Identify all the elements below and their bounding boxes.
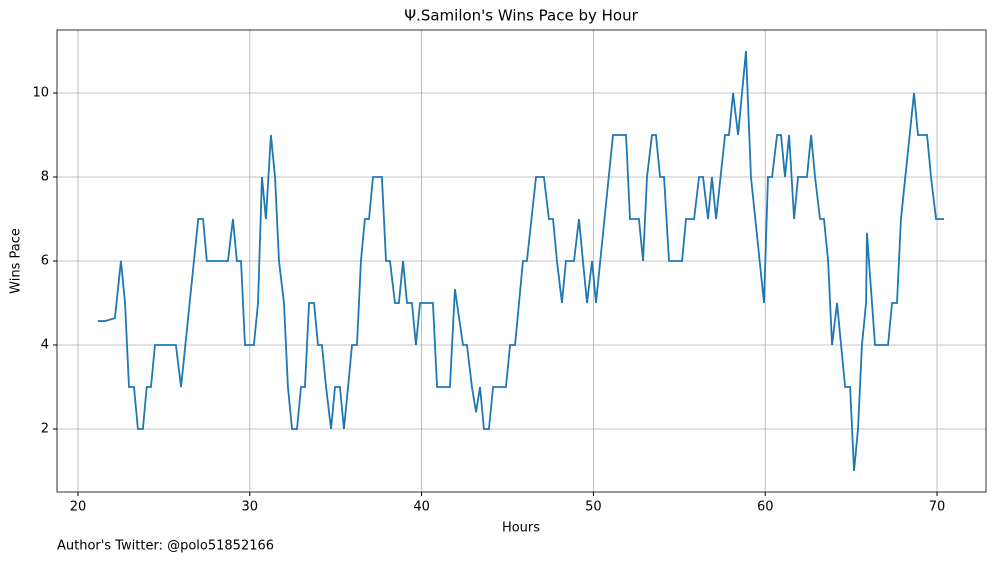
x-tick-label: 30 [242,500,259,515]
y-tick-label: 6 [41,254,49,269]
annotation: Author's Twitter: @polo51852166 [57,539,274,554]
x-axis-label: Hours [502,521,540,536]
chart-title: Ψ.Samilon's Wins Pace by Hour [404,7,638,25]
y-axis-label: Wins Pace [9,228,24,294]
x-tick-label: 70 [929,500,946,515]
x-tick-label: 20 [70,500,87,515]
x-tick-label: 40 [413,500,430,515]
data-line [97,50,945,472]
x-tick-label: 60 [757,500,774,515]
plot-frame [56,29,987,493]
y-tick-label: 8 [41,170,49,185]
y-tick-label: 2 [41,422,49,437]
x-tick-label: 50 [585,500,602,515]
y-tick-label: 4 [41,338,49,353]
y-tick-label: 10 [32,86,49,101]
